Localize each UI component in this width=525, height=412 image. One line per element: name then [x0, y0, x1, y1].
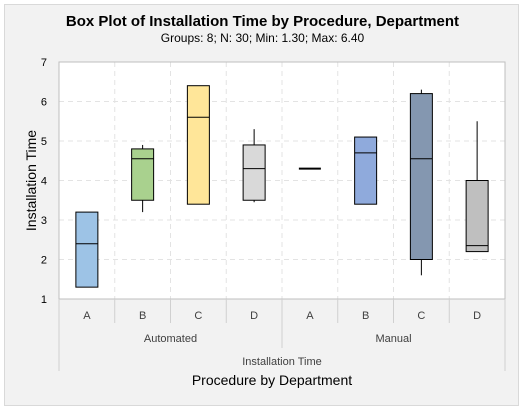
x-tick-label: C [417, 310, 425, 322]
box-automated-b [131, 148, 155, 201]
y-tick-label: 6 [41, 97, 47, 109]
y-tick-label: 4 [41, 176, 47, 188]
y-axis-title: Installation Time [23, 130, 39, 231]
y-tick-label: 5 [41, 136, 47, 148]
box-automated-a [75, 211, 99, 288]
x-tick-label: D [250, 310, 258, 322]
group-axis-label: Installation Time [242, 356, 321, 368]
y-tick-label: 3 [41, 215, 47, 227]
department-label: Manual [375, 333, 411, 345]
chart-title: Box Plot of Installation Time by Procedu… [65, 13, 460, 30]
box-manual-c [409, 93, 433, 260]
x-tick-label: A [83, 310, 91, 322]
y-tick-label: 2 [41, 255, 47, 267]
chart-subtitle: Groups: 8; N: 30; Min: 1.30; Max: 6.40 [160, 31, 365, 45]
x-tick-label: C [194, 310, 202, 322]
y-tick-label: 7 [41, 57, 47, 69]
box-automated-d [242, 144, 266, 201]
x-tick-label: D [473, 310, 481, 322]
x-axis-title: Procedure by Department [192, 372, 352, 388]
box-manual-d [465, 180, 489, 253]
x-tick-label: B [362, 310, 369, 322]
box-automated-c [186, 85, 210, 205]
department-label: Automated [144, 333, 197, 345]
x-tick-label: A [306, 310, 314, 322]
y-tick-label: 1 [41, 294, 47, 306]
box-manual-b [354, 136, 378, 205]
x-tick-label: B [139, 310, 146, 322]
